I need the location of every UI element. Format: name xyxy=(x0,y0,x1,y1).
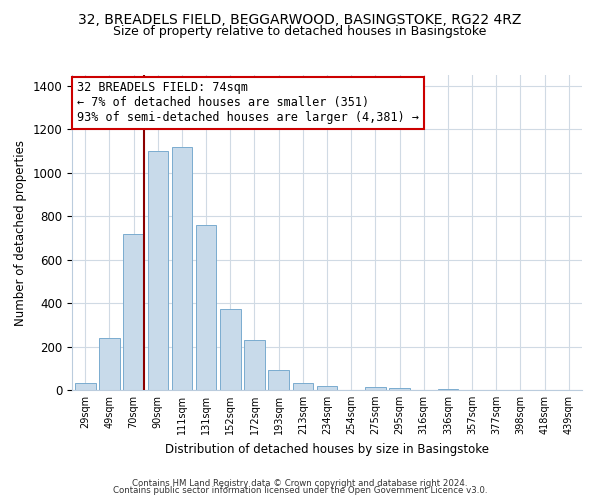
X-axis label: Distribution of detached houses by size in Basingstoke: Distribution of detached houses by size … xyxy=(165,442,489,456)
Bar xyxy=(389,388,410,390)
Y-axis label: Number of detached properties: Number of detached properties xyxy=(14,140,27,326)
Bar xyxy=(124,234,144,390)
Bar xyxy=(220,308,241,390)
Bar xyxy=(365,386,386,390)
Bar xyxy=(172,146,192,390)
Bar xyxy=(244,340,265,390)
Text: Contains HM Land Registry data © Crown copyright and database right 2024.: Contains HM Land Registry data © Crown c… xyxy=(132,478,468,488)
Bar xyxy=(437,389,458,390)
Text: Size of property relative to detached houses in Basingstoke: Size of property relative to detached ho… xyxy=(113,25,487,38)
Bar xyxy=(293,384,313,390)
Bar xyxy=(317,386,337,390)
Bar xyxy=(99,338,120,390)
Text: 32, BREADELS FIELD, BEGGARWOOD, BASINGSTOKE, RG22 4RZ: 32, BREADELS FIELD, BEGGARWOOD, BASINGST… xyxy=(79,12,521,26)
Bar xyxy=(196,225,217,390)
Bar xyxy=(75,384,95,390)
Text: Contains public sector information licensed under the Open Government Licence v3: Contains public sector information licen… xyxy=(113,486,487,495)
Text: 32 BREADELS FIELD: 74sqm
← 7% of detached houses are smaller (351)
93% of semi-d: 32 BREADELS FIELD: 74sqm ← 7% of detache… xyxy=(77,82,419,124)
Bar xyxy=(268,370,289,390)
Bar xyxy=(148,151,168,390)
